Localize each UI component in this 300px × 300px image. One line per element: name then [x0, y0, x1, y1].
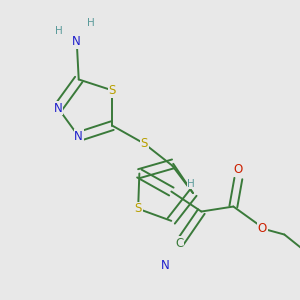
Text: S: S	[134, 202, 142, 215]
Text: H: H	[188, 178, 195, 188]
Text: O: O	[234, 163, 243, 176]
Text: H: H	[87, 19, 94, 28]
Text: N: N	[54, 101, 62, 115]
Text: N: N	[74, 130, 83, 143]
Text: H: H	[55, 26, 63, 37]
Text: C: C	[175, 237, 184, 250]
Text: N: N	[72, 35, 81, 48]
Text: S: S	[109, 84, 116, 97]
Text: O: O	[258, 222, 267, 235]
Text: N: N	[161, 259, 170, 272]
Text: S: S	[141, 137, 148, 150]
